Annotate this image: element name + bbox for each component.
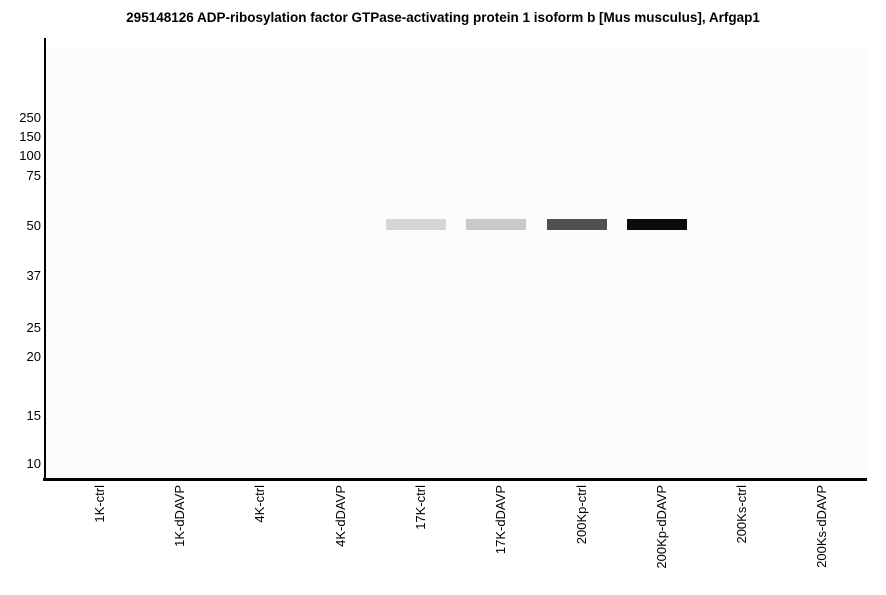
y-tick-label: 100 [19, 148, 41, 163]
y-tick-label: 15 [26, 408, 41, 423]
plot-area [46, 49, 866, 478]
chart-title: 295148126 ADP-ribosylation factor GTPase… [126, 10, 760, 25]
y-tick-label: 150 [19, 129, 41, 144]
y-axis-line [44, 38, 46, 481]
x-tick-label: 4K-ctrl [252, 485, 267, 523]
x-tick-label: 17K-ctrl [413, 485, 428, 530]
y-tick-label: 75 [26, 168, 41, 183]
x-tick-label: 1K-ctrl [92, 485, 107, 523]
y-tick-label: 25 [26, 320, 41, 335]
x-tick-label: 1K-dDAVP [172, 485, 187, 547]
x-tick-label: 200Kp-dDAVP [654, 485, 669, 569]
x-tick-label: 4K-dDAVP [333, 485, 348, 547]
y-tick-label: 20 [26, 349, 41, 364]
x-axis-line [43, 478, 867, 481]
y-tick-label: 37 [26, 268, 41, 283]
y-tick-label: 10 [26, 456, 41, 471]
x-tick-label: 200Ks-dDAVP [814, 485, 829, 568]
y-tick-label: 250 [19, 110, 41, 125]
x-tick-label: 200Kp-ctrl [574, 485, 589, 545]
x-tick-label: 200Ks-ctrl [734, 485, 749, 544]
x-tick-label: 17K-dDAVP [493, 485, 508, 555]
y-tick-label: 50 [26, 218, 41, 233]
